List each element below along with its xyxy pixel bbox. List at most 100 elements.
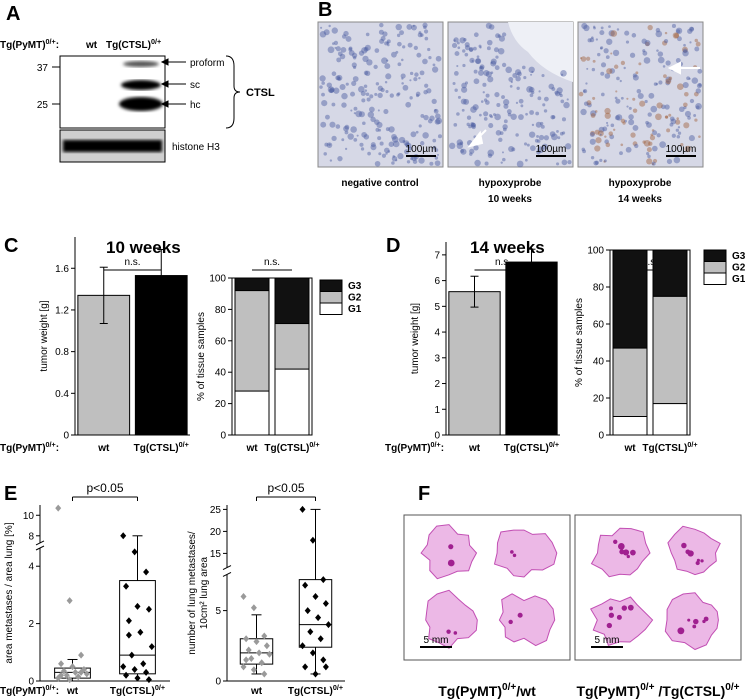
cell <box>416 52 422 58</box>
cell <box>369 94 374 99</box>
metastasis <box>626 554 630 559</box>
data-point <box>75 673 82 681</box>
text-segment: Tg(PyMT) <box>576 683 640 699</box>
cell <box>593 26 596 30</box>
legend-label: G2 <box>732 263 745 274</box>
cell <box>377 109 380 112</box>
cell <box>540 124 545 129</box>
cell <box>398 136 406 144</box>
axis-break <box>35 540 45 546</box>
data-point <box>137 628 144 636</box>
cell <box>407 42 413 48</box>
metastasis <box>681 542 687 549</box>
cell <box>453 39 456 42</box>
cell <box>363 70 369 76</box>
data-point <box>320 576 327 584</box>
y-tick-label: 100 <box>209 274 226 285</box>
cell <box>386 39 391 44</box>
cell <box>422 58 428 65</box>
band-label: proform <box>190 58 224 69</box>
cell <box>530 73 533 76</box>
cell <box>683 122 690 129</box>
cell <box>423 114 429 121</box>
cell <box>652 158 658 163</box>
metastasis <box>448 544 454 550</box>
y-tick-label: 1.2 <box>55 305 69 316</box>
data-point <box>304 607 311 615</box>
cell <box>397 62 402 67</box>
cell <box>615 98 621 104</box>
cell <box>656 102 663 109</box>
superscript: 0/+ <box>549 440 559 449</box>
brace <box>225 55 241 129</box>
x-tick-label: wt <box>245 443 258 454</box>
cell <box>327 46 335 54</box>
cell <box>355 110 363 118</box>
cell <box>359 142 364 147</box>
y-tick-label: 40 <box>593 357 605 368</box>
scale-bar-label: 5 mm <box>595 635 620 646</box>
cell <box>402 84 409 91</box>
cell <box>432 63 436 67</box>
cell <box>485 100 490 105</box>
cell <box>656 49 659 52</box>
cell <box>598 126 605 133</box>
cell <box>479 66 483 69</box>
cell <box>688 135 695 142</box>
y-tick-label: 20 <box>210 527 222 538</box>
cell <box>651 161 656 166</box>
cell <box>689 41 692 44</box>
cell <box>599 47 603 50</box>
bar-segment <box>652 295 688 405</box>
cell <box>396 33 401 38</box>
cell <box>391 51 397 58</box>
data-point <box>123 582 130 590</box>
metastasis <box>619 549 625 555</box>
metastasis <box>446 629 451 634</box>
cell <box>562 131 566 135</box>
cell <box>535 111 540 116</box>
cell <box>460 148 467 155</box>
cell <box>515 133 519 137</box>
cell <box>437 134 443 139</box>
cell <box>669 116 675 122</box>
cell <box>556 87 563 94</box>
cell <box>531 90 535 95</box>
cell <box>604 112 611 119</box>
cell <box>435 55 442 62</box>
data-point <box>258 659 265 667</box>
x-tick-label: Tg(CTSL)0/+ <box>288 683 343 697</box>
cell <box>594 129 600 135</box>
x-tick-label: Tg(CTSL)0/+ <box>110 683 165 697</box>
metastasis <box>453 631 458 635</box>
cell <box>466 115 472 120</box>
superscript: 0/+ <box>333 683 343 692</box>
cell <box>320 26 323 29</box>
cell <box>647 24 653 31</box>
cell <box>381 57 388 64</box>
metastasis <box>630 549 636 556</box>
band <box>63 140 162 152</box>
cell <box>524 158 528 162</box>
cell <box>536 150 541 155</box>
cell <box>561 117 567 122</box>
cell <box>600 26 604 30</box>
cell <box>673 156 681 164</box>
text-segment: /Tg(CTSL) <box>655 683 726 699</box>
cell <box>671 133 676 138</box>
cell <box>360 90 366 97</box>
cell <box>375 127 380 132</box>
cell <box>352 65 357 70</box>
y-tick-label: 0 <box>220 431 226 442</box>
legend-swatch <box>703 261 727 274</box>
cell <box>479 113 482 117</box>
cell <box>558 92 562 96</box>
caption: 14 weeks <box>618 194 662 205</box>
cell <box>483 111 489 117</box>
cell <box>418 157 425 164</box>
data-point <box>317 635 324 643</box>
cell <box>364 89 368 92</box>
cell <box>350 109 353 112</box>
cell <box>494 113 501 121</box>
cell <box>391 156 398 162</box>
